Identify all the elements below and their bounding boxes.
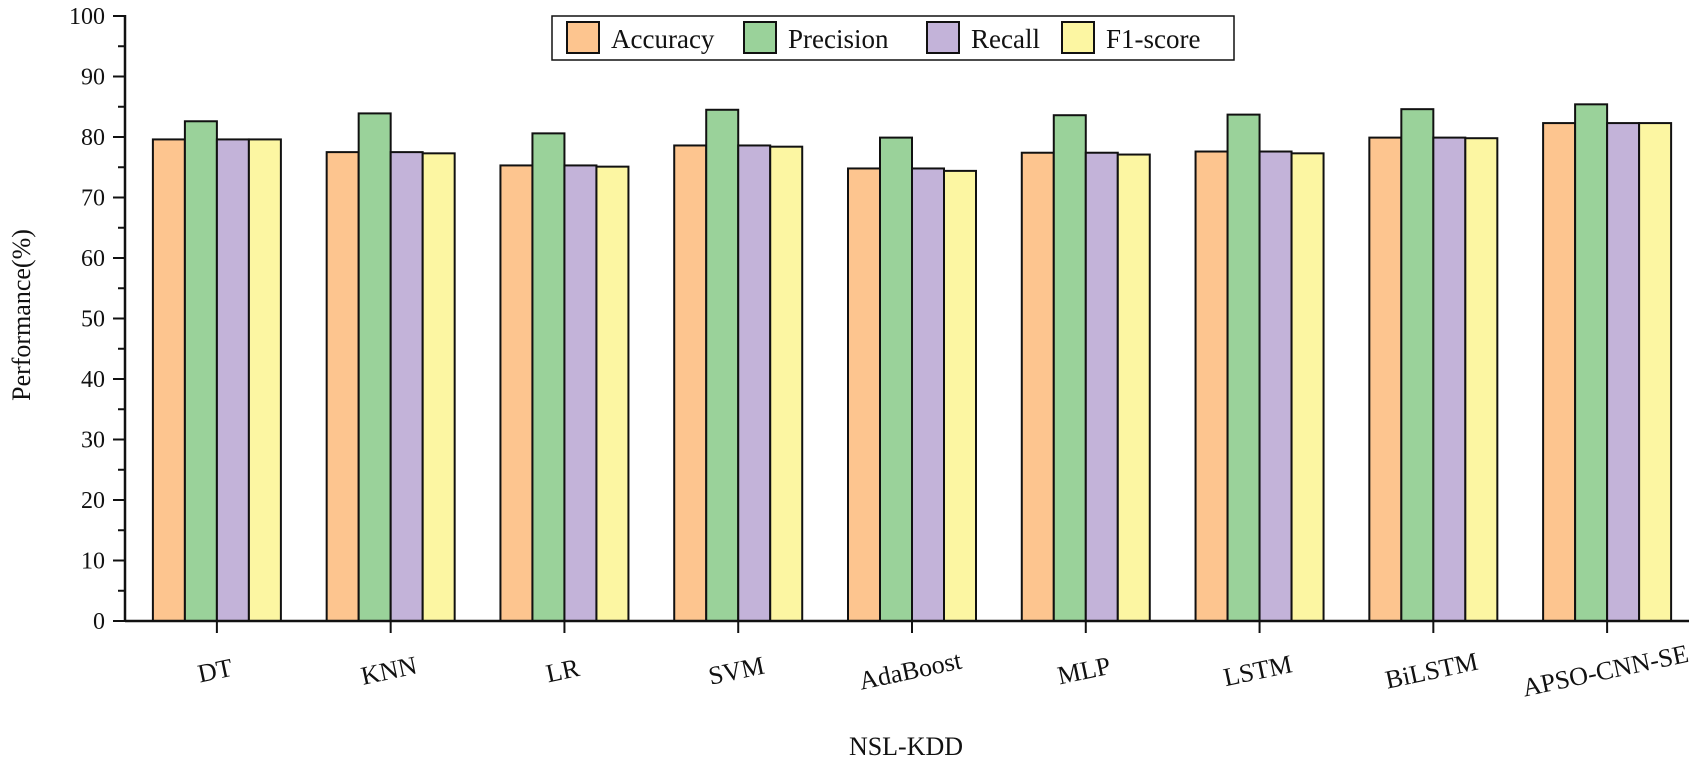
x-tick-label: APSO-CNN-SE bbox=[1520, 639, 1691, 703]
bar-f1-score-dt bbox=[247, 138, 282, 622]
y-tick-label: 80 bbox=[81, 125, 105, 151]
legend-label-recall: Recall bbox=[971, 24, 1040, 54]
legend-swatch-f1-score bbox=[1061, 21, 1095, 54]
x-ticks-layer: DT KNN LR SVM AdaBoost MLP LSTM BiLSTM APSO-CNN-… bbox=[195, 621, 1691, 702]
bar-recall-apso-cnn-se bbox=[1606, 122, 1641, 623]
x-tick-label: KNN bbox=[358, 651, 419, 691]
bar-accuracy-mlp bbox=[1020, 151, 1055, 622]
y-tick-label: 90 bbox=[81, 65, 105, 91]
bar-recall-adaboost bbox=[911, 167, 945, 623]
y-tick-label: 60 bbox=[81, 246, 105, 272]
bar-precision-bilstm bbox=[1400, 108, 1435, 622]
bar-f1-score-mlp bbox=[1116, 153, 1151, 622]
x-tick-label: DT bbox=[195, 653, 235, 689]
bar-recall-svm bbox=[737, 144, 772, 622]
bar-precision-mlp bbox=[1052, 114, 1087, 622]
bar-precision-knn bbox=[357, 112, 392, 622]
bar-recall-mlp bbox=[1084, 151, 1119, 622]
bar-precision-lr bbox=[531, 132, 566, 622]
bar-f1-score-apso-cnn-se bbox=[1638, 122, 1673, 623]
bar-f1-score-adaboost bbox=[943, 169, 977, 622]
y-tick-label: 10 bbox=[81, 549, 105, 575]
x-tick-label: AdaBoost bbox=[856, 646, 965, 696]
legend-label-f1-score: F1-score bbox=[1106, 24, 1200, 54]
bar-f1-score-bilstm bbox=[1464, 137, 1499, 623]
bar-f1-score-knn bbox=[421, 152, 456, 623]
legend-box bbox=[551, 15, 1235, 61]
bar-precision-dt bbox=[183, 120, 218, 623]
y-axis-title: Performance(%) bbox=[7, 229, 36, 401]
bar-recall-knn bbox=[389, 151, 424, 622]
bar-f1-score-svm bbox=[769, 145, 804, 622]
y-tick-label: 30 bbox=[81, 428, 105, 454]
bar-accuracy-apso-cnn-se bbox=[1542, 122, 1577, 623]
x-tick-label: SVM bbox=[706, 651, 767, 691]
x-axis-title: NSL-KDD bbox=[849, 732, 963, 761]
x-tick-label: LR bbox=[543, 653, 582, 688]
legend-label-precision: Precision bbox=[788, 24, 889, 54]
y-ticks-layer: 0 10 20 30 40 50 60 70 80 90 100 bbox=[69, 4, 125, 635]
bar-precision-svm bbox=[705, 108, 740, 623]
bar-f1-score-lstm bbox=[1290, 152, 1325, 623]
bar-accuracy-knn bbox=[325, 151, 360, 622]
x-tick-label: BiLSTM bbox=[1383, 647, 1481, 695]
bar-precision-adaboost bbox=[879, 136, 913, 622]
y-tick-label: 50 bbox=[81, 307, 105, 333]
x-tick-label: LSTM bbox=[1221, 649, 1295, 692]
bar-accuracy-svm bbox=[673, 144, 708, 622]
legend-swatch-accuracy bbox=[566, 21, 600, 54]
legend-label-accuracy: Accuracy bbox=[611, 24, 715, 54]
bar-recall-dt bbox=[215, 138, 250, 622]
bar-precision-apso-cnn-se bbox=[1574, 103, 1609, 622]
x-tick-label: MLP bbox=[1055, 651, 1113, 690]
legend-swatch-recall bbox=[926, 21, 960, 54]
bar-accuracy-lstm bbox=[1194, 150, 1229, 623]
legend-swatch-precision bbox=[743, 21, 777, 54]
bar-accuracy-adaboost bbox=[847, 167, 881, 623]
y-tick-label: 20 bbox=[81, 488, 105, 514]
y-tick-label: 70 bbox=[81, 186, 105, 212]
bar-accuracy-lr bbox=[499, 164, 534, 622]
bar-f1-score-lr bbox=[595, 165, 630, 623]
legend: Accuracy Precision Recall F1-score bbox=[551, 15, 1235, 61]
y-tick-label: 0 bbox=[93, 609, 105, 635]
bar-recall-lstm bbox=[1258, 150, 1293, 623]
bar-accuracy-bilstm bbox=[1368, 136, 1403, 622]
bar-accuracy-dt bbox=[151, 138, 186, 622]
bar-recall-lr bbox=[563, 164, 598, 622]
bar-recall-bilstm bbox=[1432, 136, 1467, 622]
bar-precision-lstm bbox=[1226, 113, 1261, 623]
y-tick-label: 40 bbox=[81, 367, 105, 393]
bars-layer bbox=[151, 103, 1673, 623]
y-tick-label: 100 bbox=[69, 4, 105, 30]
